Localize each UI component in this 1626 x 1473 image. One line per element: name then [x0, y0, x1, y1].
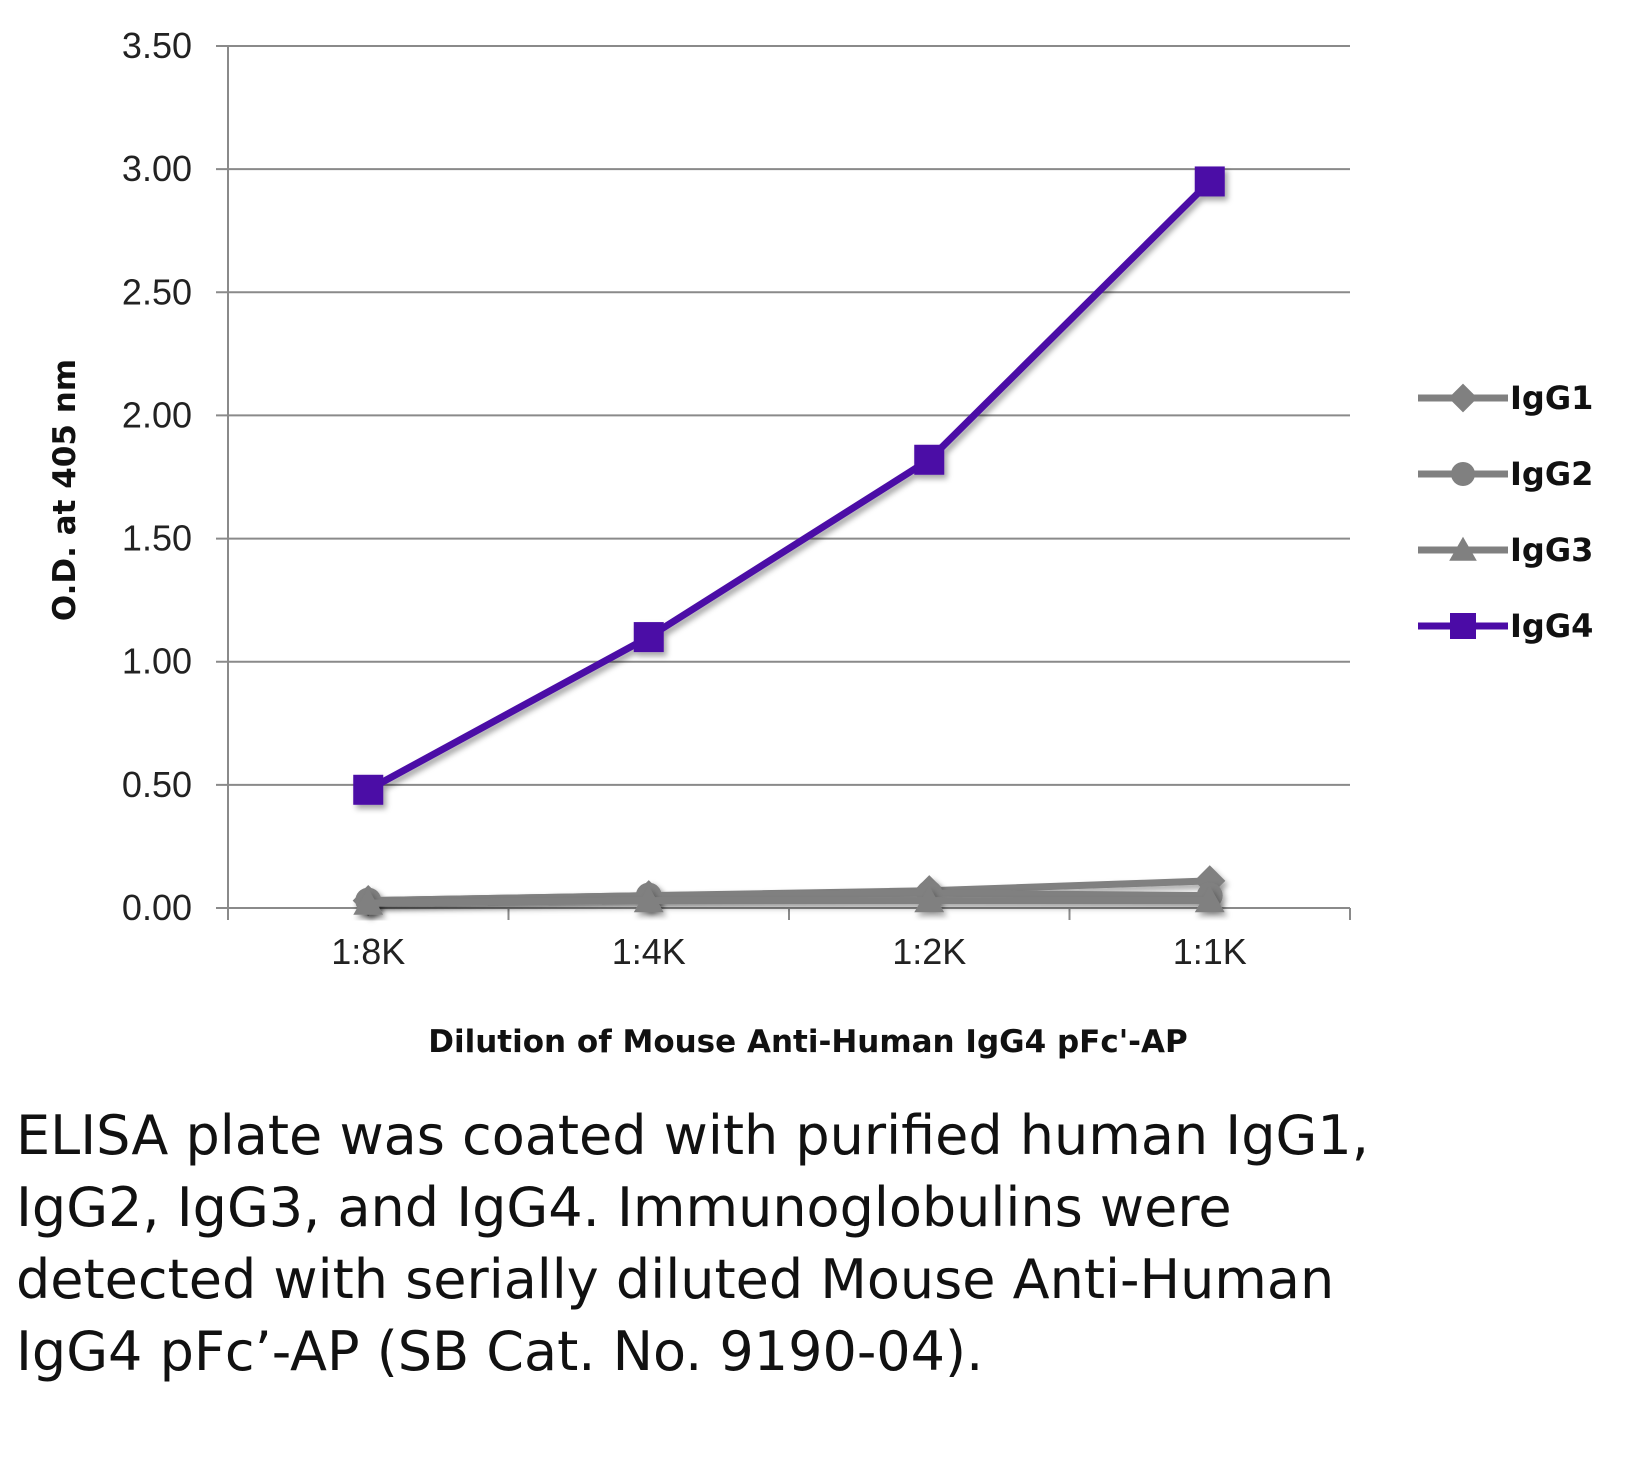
data-point-igg1 — [1194, 865, 1226, 897]
data-point-igg3 — [1194, 886, 1225, 913]
legend-marker-circle-icon — [1451, 462, 1475, 486]
data-point-igg3 — [633, 886, 664, 913]
legend-label: IgG1 — [1510, 379, 1593, 417]
legend: IgG1 IgG2 IgG3 IgG4 — [1418, 379, 1593, 645]
legend-item-igg4: IgG4 — [1418, 607, 1593, 645]
y-tick-label: 2.00 — [122, 394, 192, 435]
y-tick-label: 1.00 — [122, 641, 192, 682]
y-tick-label: 0.00 — [122, 887, 192, 928]
series-igg3 — [353, 886, 1225, 915]
y-axis-title: O.D. at 405 nm — [47, 359, 83, 621]
gridlines — [216, 45, 1350, 909]
legend-label: IgG2 — [1510, 455, 1593, 493]
legend-marker-diamond-icon — [1448, 383, 1478, 413]
legend-item-igg3: IgG3 — [1418, 531, 1593, 569]
data-point-igg4 — [353, 774, 384, 805]
data-point-igg3 — [353, 888, 384, 915]
series-line-igg2 — [368, 889, 1210, 905]
y-tick-label: 0.50 — [122, 764, 192, 805]
figure-caption: ELISA plate was coated with purified hum… — [16, 1104, 1369, 1383]
legend-marker-square-icon — [1450, 613, 1476, 639]
x-tick-label: 1:4K — [612, 931, 686, 972]
series-group — [352, 166, 1226, 917]
legend-marker-triangle-icon — [1449, 536, 1477, 561]
legend-label: IgG4 — [1510, 607, 1593, 645]
y-tick-label: 1.50 — [122, 518, 192, 559]
series-line-igg3 — [368, 897, 1210, 907]
legend-item-igg2: IgG2 — [1418, 455, 1593, 493]
x-axis: 1:8K 1:4K 1:2K 1:1K — [227, 46, 1351, 972]
x-tick-label: 1:2K — [892, 931, 966, 972]
x-tick-label: 1:1K — [1173, 931, 1247, 972]
data-point-igg4 — [914, 444, 945, 475]
y-tick-label: 3.50 — [122, 25, 192, 66]
elisa-line-chart: 0.00 0.50 1.00 1.50 2.00 2.50 3.00 3.50 1:8K 1:4… — [47, 25, 1593, 1060]
y-axis-ticks: 0.00 0.50 1.00 1.50 2.00 2.50 3.00 3.50 — [122, 25, 192, 928]
legend-label: IgG3 — [1510, 531, 1593, 569]
series-igg4 — [353, 166, 1225, 805]
data-point-igg4 — [1194, 166, 1225, 197]
x-tick-label: 1:8K — [331, 931, 405, 972]
x-axis-title: Dilution of Mouse Anti-Human IgG4 pFc'-A… — [428, 1024, 1188, 1060]
data-point-igg4 — [633, 622, 664, 653]
data-point-igg3 — [914, 886, 945, 913]
legend-item-igg1: IgG1 — [1418, 379, 1593, 417]
series-line-igg4 — [366, 178, 1213, 793]
y-tick-label: 3.00 — [122, 148, 192, 189]
y-tick-label: 2.50 — [122, 271, 192, 312]
